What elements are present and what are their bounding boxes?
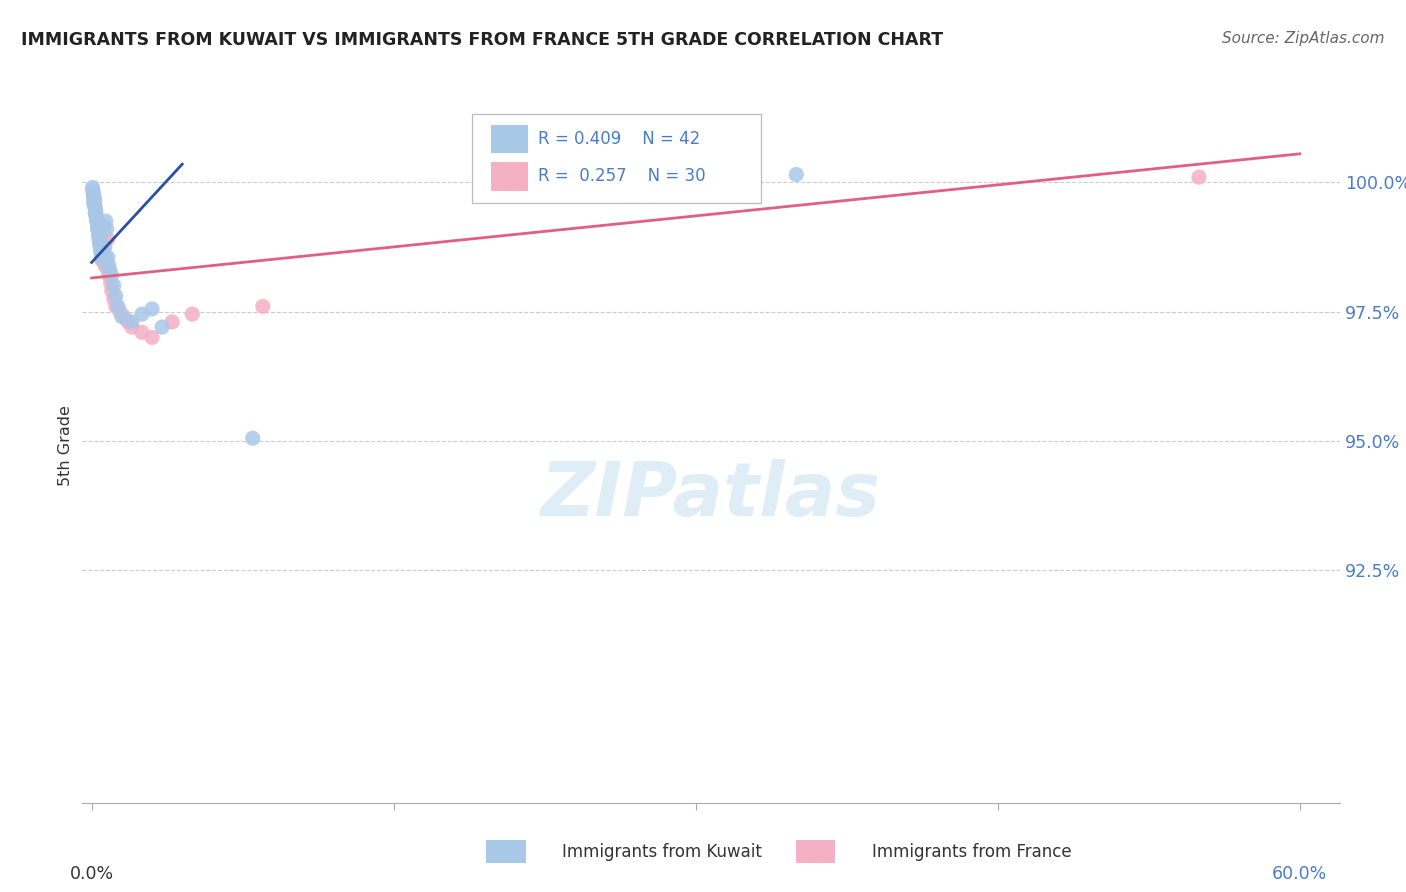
Point <box>87 222 110 236</box>
Point <box>84 206 107 220</box>
Text: IMMIGRANTS FROM KUWAIT VS IMMIGRANTS FROM FRANCE 5TH GRADE CORRELATION CHART: IMMIGRANTS FROM KUWAIT VS IMMIGRANTS FRO… <box>21 31 943 49</box>
Point <box>83 188 105 202</box>
Text: 60.0%: 60.0% <box>1272 865 1327 883</box>
Point <box>103 292 125 306</box>
Point <box>112 310 135 324</box>
Point <box>84 203 107 218</box>
Point <box>86 219 108 234</box>
Point <box>1188 170 1211 185</box>
Text: Immigrants from Kuwait: Immigrants from Kuwait <box>562 843 762 861</box>
Point <box>94 214 117 228</box>
Point <box>141 301 163 316</box>
Text: ZIPatlas: ZIPatlas <box>541 459 880 533</box>
Point <box>121 320 143 334</box>
Point <box>96 260 118 275</box>
Point <box>89 237 111 252</box>
Point <box>84 206 107 220</box>
Point <box>84 201 107 215</box>
Point <box>107 299 129 313</box>
Point <box>87 229 110 244</box>
Point <box>131 325 153 339</box>
Point <box>91 252 114 267</box>
Point <box>86 214 108 228</box>
Point <box>90 252 112 267</box>
Point <box>97 258 120 272</box>
Point <box>97 268 120 283</box>
Text: R = 0.409    N = 42: R = 0.409 N = 42 <box>538 130 700 148</box>
Point <box>86 217 108 231</box>
Point <box>96 222 118 236</box>
Point <box>83 198 105 212</box>
Point <box>98 263 121 277</box>
Point <box>104 299 127 313</box>
Text: Source: ZipAtlas.com: Source: ZipAtlas.com <box>1222 31 1385 46</box>
Point <box>86 211 108 226</box>
Bar <box>491 125 529 153</box>
Point <box>150 320 173 334</box>
Text: R =  0.257    N = 30: R = 0.257 N = 30 <box>538 168 706 186</box>
Point <box>82 183 104 197</box>
Point <box>103 278 125 293</box>
Point <box>89 235 111 249</box>
Point <box>87 227 110 241</box>
Point <box>83 191 105 205</box>
Point <box>111 310 134 324</box>
Text: Immigrants from France: Immigrants from France <box>872 843 1071 861</box>
Point <box>141 330 163 344</box>
Point <box>117 315 139 329</box>
Point <box>82 186 104 200</box>
Point <box>97 250 120 264</box>
FancyBboxPatch shape <box>471 114 761 203</box>
Point <box>100 284 122 298</box>
Point <box>86 222 108 236</box>
Point <box>83 194 105 208</box>
Point <box>90 245 112 260</box>
Point <box>89 232 111 246</box>
Point <box>83 191 105 205</box>
Point <box>160 315 183 329</box>
Point <box>108 304 131 318</box>
Point <box>242 431 264 445</box>
Point <box>84 209 107 223</box>
Text: 0.0%: 0.0% <box>69 865 114 883</box>
Point <box>100 268 122 283</box>
Point <box>83 196 105 211</box>
Point <box>181 307 204 321</box>
Point <box>90 243 112 257</box>
Point <box>93 240 115 254</box>
Point <box>93 258 115 272</box>
Point <box>86 214 108 228</box>
Point <box>100 276 122 290</box>
Point <box>131 307 153 321</box>
Point <box>82 180 104 194</box>
Point <box>97 232 120 246</box>
Point <box>91 243 114 257</box>
Point <box>785 168 807 182</box>
Point <box>104 289 127 303</box>
Point <box>90 248 112 262</box>
Bar <box>491 162 529 191</box>
Y-axis label: 5th Grade: 5th Grade <box>58 406 73 486</box>
Point <box>89 237 111 252</box>
Point <box>83 198 105 212</box>
Point <box>94 250 117 264</box>
Point <box>121 315 143 329</box>
Point <box>252 299 274 313</box>
Point <box>93 227 115 241</box>
Point <box>93 219 115 234</box>
